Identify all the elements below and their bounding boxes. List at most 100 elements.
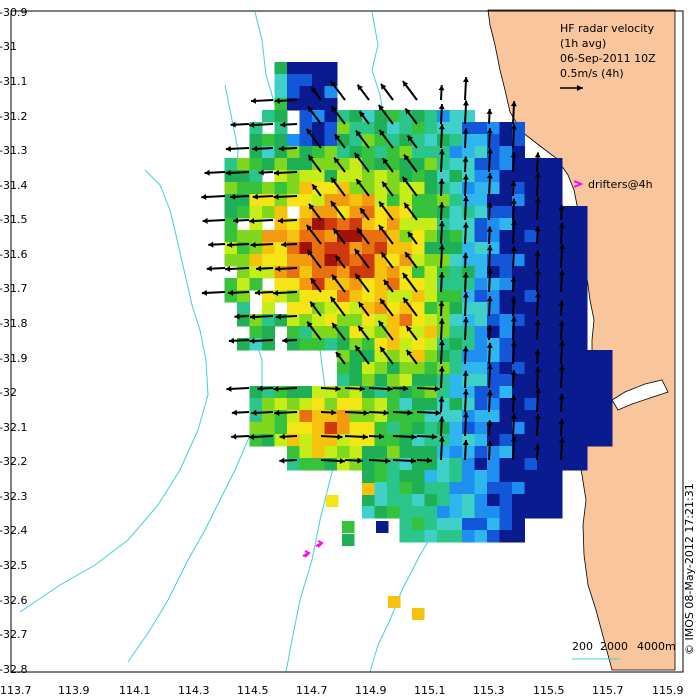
velocity-cell: [524, 170, 538, 183]
velocity-cell: [324, 218, 338, 231]
velocity-cell: [387, 302, 400, 315]
velocity-cell: [562, 278, 575, 291]
velocity-cell: [524, 218, 538, 231]
velocity-cell: [437, 446, 450, 459]
velocity-cell: [474, 122, 488, 135]
velocity-cell: [274, 206, 288, 219]
velocity-arrow: [357, 325, 370, 341]
x-axis: 113.7 113.9 114.1 114.3 114.5 114.7 114.…: [0, 684, 684, 697]
velocity-cell: [562, 266, 575, 279]
velocity-cell: [374, 326, 388, 339]
velocity-cell: [537, 422, 550, 435]
velocity-arrow: [438, 221, 445, 245]
y-tick-label: -32.1: [0, 421, 27, 434]
y-tick-label: -32.5: [0, 559, 27, 572]
velocity-cell: [562, 374, 575, 387]
velocity-cell: [412, 494, 425, 507]
velocity-cell: [574, 206, 588, 219]
velocity-cell: [499, 146, 513, 159]
velocity-cell: [399, 194, 413, 207]
velocity-cell: [399, 170, 413, 183]
velocity-cell: [412, 158, 425, 171]
velocity-cell: [299, 182, 313, 195]
velocity-cell: [342, 521, 355, 533]
velocity-cell: [449, 506, 463, 519]
velocity-cell: [387, 122, 400, 135]
velocity-arrow: [249, 217, 274, 224]
velocity-cell: [574, 350, 588, 363]
velocity-cell: [562, 338, 575, 351]
velocity-cell: [387, 494, 400, 507]
velocity-cell: [474, 170, 488, 183]
velocity-arrow: [250, 97, 274, 104]
velocity-cell: [524, 278, 538, 291]
velocity-cell: [549, 278, 563, 291]
velocity-cell: [299, 158, 313, 171]
velocity-arrow: [368, 433, 385, 440]
velocity-arrow: [249, 313, 274, 320]
velocity-arrow: [392, 457, 416, 464]
velocity-arrow: [438, 366, 445, 389]
velocity-cell: [299, 410, 313, 423]
velocity-arrow: [378, 201, 394, 221]
velocity-cell: [574, 362, 588, 375]
velocity-cell: [249, 278, 263, 291]
velocity-cell: [512, 470, 525, 483]
velocity-cell: [299, 326, 313, 339]
velocity-cell: [499, 446, 513, 459]
velocity-cell: [337, 410, 350, 423]
velocity-arrow: [462, 412, 469, 437]
velocity-arrow: [305, 128, 322, 149]
velocity-cell: [549, 470, 563, 483]
velocity-cell: [449, 182, 463, 195]
velocity-cell: [224, 158, 238, 171]
velocity-cell: [537, 482, 550, 495]
velocity-cell: [462, 326, 475, 339]
velocity-cell: [337, 362, 350, 375]
velocity-cell: [487, 506, 500, 519]
velocity-arrow: [462, 292, 469, 317]
velocity-cell: [274, 254, 288, 267]
velocity-cell: [549, 230, 563, 243]
velocity-cell: [449, 494, 463, 507]
velocity-cell: [537, 386, 550, 399]
velocity-cell: [374, 482, 388, 495]
velocity-cell: [449, 458, 463, 471]
velocity-arrow: [462, 222, 469, 245]
velocity-cell: [349, 194, 363, 207]
y-tick-label: -31.7: [0, 282, 27, 295]
velocity-arrow: [462, 389, 469, 413]
velocity-cell: [376, 521, 389, 533]
velocity-arrow: [510, 316, 517, 341]
velocity-cell: [562, 398, 575, 411]
velocity-arrow: [377, 320, 394, 341]
x-tick-label: 114.3: [178, 684, 210, 697]
velocity-cell: [299, 278, 313, 291]
velocity-cell: [512, 326, 525, 339]
velocity-cell: [474, 422, 488, 435]
velocity-cell: [312, 326, 325, 339]
velocity-cell: [412, 518, 425, 531]
velocity-cell: [474, 338, 488, 351]
velocity-arrow: [356, 227, 370, 245]
radar-velocity-cells: [224, 62, 613, 620]
velocity-cell: [412, 146, 425, 159]
velocity-cell: [512, 410, 525, 423]
velocity-arrow: [534, 444, 541, 461]
x-tick-label: 115.5: [533, 684, 565, 697]
velocity-cell: [474, 134, 488, 147]
velocity-arrow: [331, 322, 346, 341]
velocity-cell: [562, 434, 575, 447]
velocity-cell: [324, 278, 338, 291]
velocity-cell: [424, 266, 438, 279]
velocity-arrow: [273, 193, 298, 200]
velocity-cell: [312, 218, 325, 231]
velocity-cell: [549, 374, 563, 387]
velocity-cell: [349, 134, 363, 147]
velocity-cell: [324, 158, 338, 171]
velocity-arrow: [402, 297, 418, 317]
velocity-cell: [374, 194, 388, 207]
y-tick-label: -31.4: [0, 179, 27, 192]
velocity-cell: [449, 410, 463, 423]
